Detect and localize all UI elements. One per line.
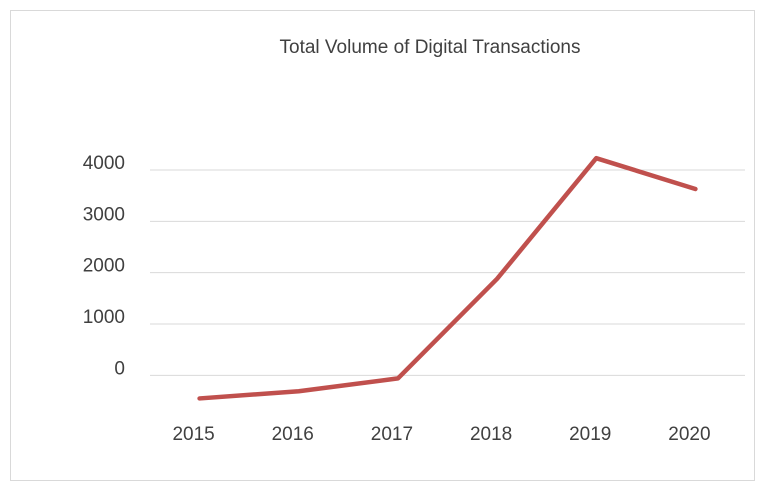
line: [197, 155, 698, 401]
y-tick-label: 4000: [83, 153, 125, 174]
x-tick-label: 2018: [470, 424, 512, 445]
x-tick-label: 2015: [172, 424, 214, 445]
y-tick-label: 0: [114, 358, 125, 379]
chart-border: [10, 10, 755, 481]
y-tick-label: 2000: [83, 256, 125, 277]
chart-title: Total Volume of Digital Transactions: [280, 37, 581, 58]
y-tick-label: 3000: [83, 204, 125, 225]
y-tick-label: 1000: [83, 307, 125, 328]
x-tick-label: 2019: [569, 424, 611, 445]
x-tick-label: 2017: [371, 424, 413, 445]
x-tick-label: 2016: [272, 424, 314, 445]
x-tick-label: 2020: [668, 424, 710, 445]
